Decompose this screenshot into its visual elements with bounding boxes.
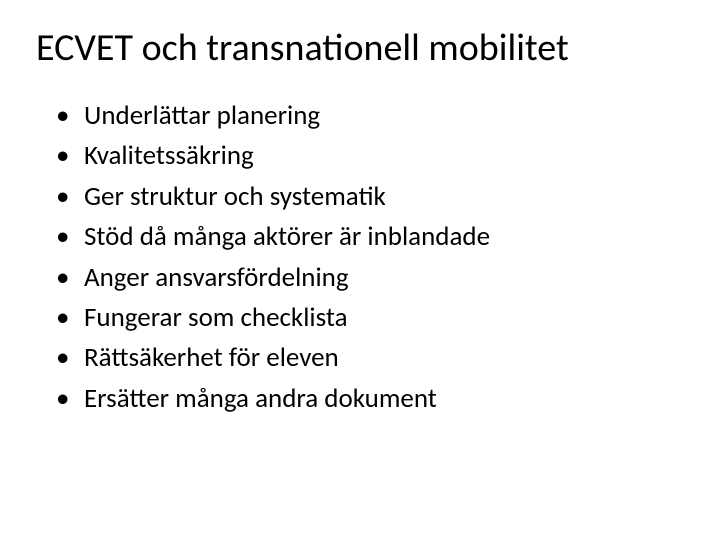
list-item: Ger struktur och systematik — [56, 179, 684, 215]
slide-title: ECVET och transnationell mobilitet — [36, 28, 684, 70]
list-item: Ersätter många andra dokument — [56, 381, 684, 417]
list-item: Stöd då många aktörer är inblandade — [56, 219, 684, 255]
list-item: Rättsäkerhet för eleven — [56, 340, 684, 376]
slide: ECVET och transnationell mobilitet Under… — [0, 0, 720, 540]
list-item: Fungerar som checklista — [56, 300, 684, 336]
list-item: Kvalitetssäkring — [56, 138, 684, 174]
list-item: Underlättar planering — [56, 98, 684, 134]
list-item: Anger ansvarsfördelning — [56, 260, 684, 296]
bullet-list: Underlättar planering Kvalitetssäkring G… — [36, 98, 684, 418]
